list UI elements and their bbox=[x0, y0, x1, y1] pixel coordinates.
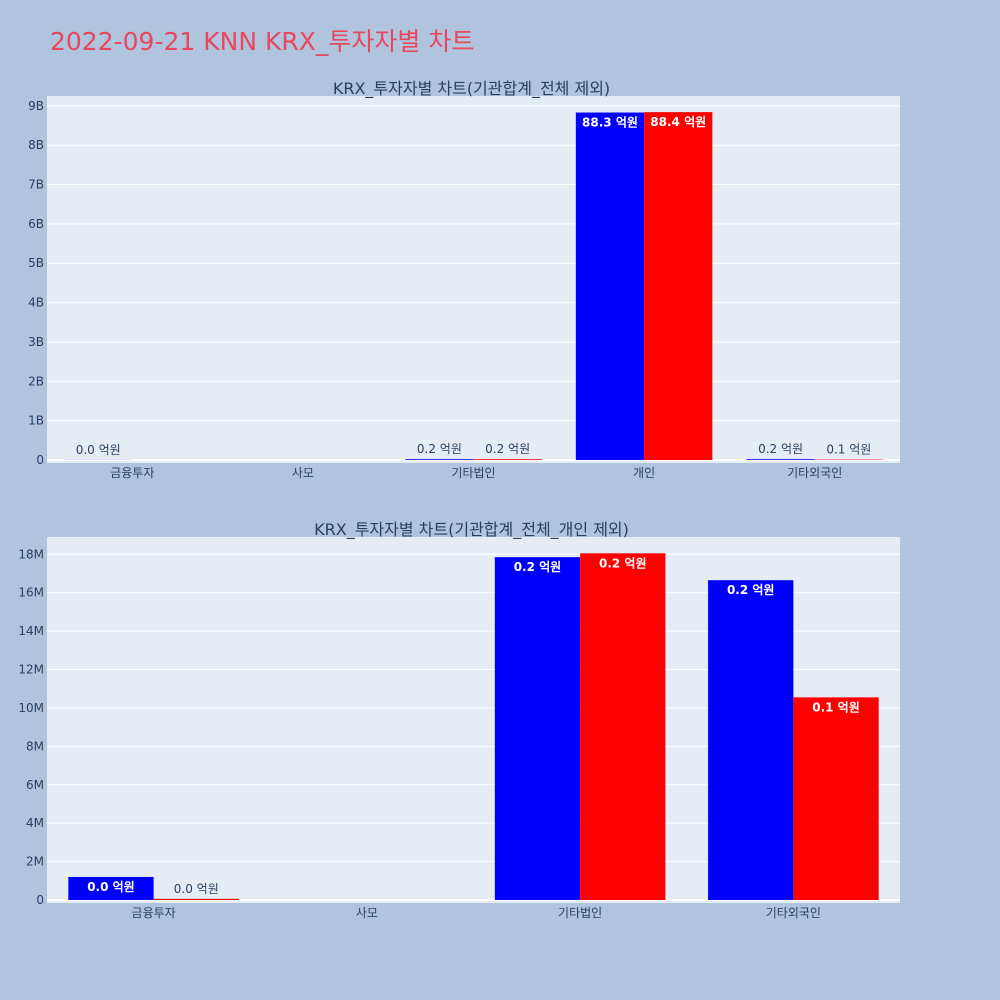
data-label: 0.2 억원 bbox=[599, 556, 647, 570]
bar bbox=[494, 557, 581, 900]
data-label: 0.2 억원 bbox=[514, 560, 562, 574]
x-tick-label: 금융투자 bbox=[110, 466, 154, 480]
y-tick-label: 9B bbox=[28, 99, 44, 113]
data-label: 0.0 억원 bbox=[76, 443, 121, 457]
data-label: 0.2 억원 bbox=[758, 442, 803, 456]
bar bbox=[708, 580, 794, 900]
x-tick-label: 금융투자 bbox=[132, 906, 176, 920]
data-label: 0.0 억원 bbox=[174, 882, 219, 896]
data-label: 88.3 억원 bbox=[582, 116, 638, 130]
y-tick-label: 18M bbox=[18, 547, 44, 561]
x-tick-label: 사모 bbox=[292, 466, 314, 480]
x-tick-label: 기타외국인 bbox=[766, 906, 821, 920]
bar bbox=[580, 553, 666, 900]
y-tick-label: 0 bbox=[36, 453, 44, 467]
y-tick-label: 2M bbox=[26, 855, 44, 869]
page-title: 2022-09-21 KNN KRX_투자자별 차트 bbox=[50, 27, 475, 56]
y-tick-label: 8B bbox=[28, 138, 44, 152]
y-tick-label: 5B bbox=[28, 256, 44, 270]
y-tick-label: 16M bbox=[18, 586, 44, 600]
chart-title: KRX_투자자별 차트(기관합계_전체 제외) bbox=[333, 79, 610, 99]
data-label: 0.2 억원 bbox=[727, 583, 775, 597]
y-tick-label: 6M bbox=[26, 778, 44, 792]
x-tick-label: 기타법인 bbox=[558, 906, 602, 920]
y-tick-label: 0 bbox=[36, 893, 44, 907]
bar bbox=[644, 112, 713, 460]
y-tick-label: 3B bbox=[28, 335, 44, 349]
data-label: 0.1 억원 bbox=[812, 700, 860, 714]
y-tick-label: 2B bbox=[28, 374, 44, 388]
data-label: 0.0 억원 bbox=[87, 880, 135, 894]
y-tick-label: 1B bbox=[28, 414, 44, 428]
y-tick-label: 4B bbox=[28, 296, 44, 310]
data-label: 0.2 억원 bbox=[417, 442, 462, 456]
bar bbox=[793, 697, 879, 900]
x-tick-label: 기타법인 bbox=[451, 466, 495, 480]
x-tick-label: 기타외국인 bbox=[787, 466, 842, 480]
chart-title: KRX_투자자별 차트(기관합계_전체_개인 제외) bbox=[314, 520, 629, 540]
data-label: 0.2 억원 bbox=[485, 442, 530, 456]
x-tick-label: 개인 bbox=[633, 466, 655, 480]
y-tick-label: 10M bbox=[18, 701, 44, 715]
y-tick-label: 14M bbox=[18, 624, 44, 638]
bar bbox=[473, 459, 542, 460]
y-tick-label: 6B bbox=[28, 217, 44, 231]
data-label: 0.1 억원 bbox=[826, 443, 871, 457]
bar bbox=[746, 459, 815, 460]
y-tick-label: 8M bbox=[26, 739, 44, 753]
y-tick-label: 7B bbox=[28, 178, 44, 192]
data-label: 88.4 억원 bbox=[650, 115, 706, 129]
y-tick-label: 12M bbox=[18, 663, 44, 677]
bar bbox=[68, 876, 154, 900]
bar bbox=[405, 459, 474, 460]
plot-area-0 bbox=[47, 96, 900, 463]
bar bbox=[575, 112, 645, 461]
bar bbox=[153, 898, 239, 900]
y-tick-label: 4M bbox=[26, 816, 44, 830]
x-tick-label: 사모 bbox=[356, 906, 378, 920]
